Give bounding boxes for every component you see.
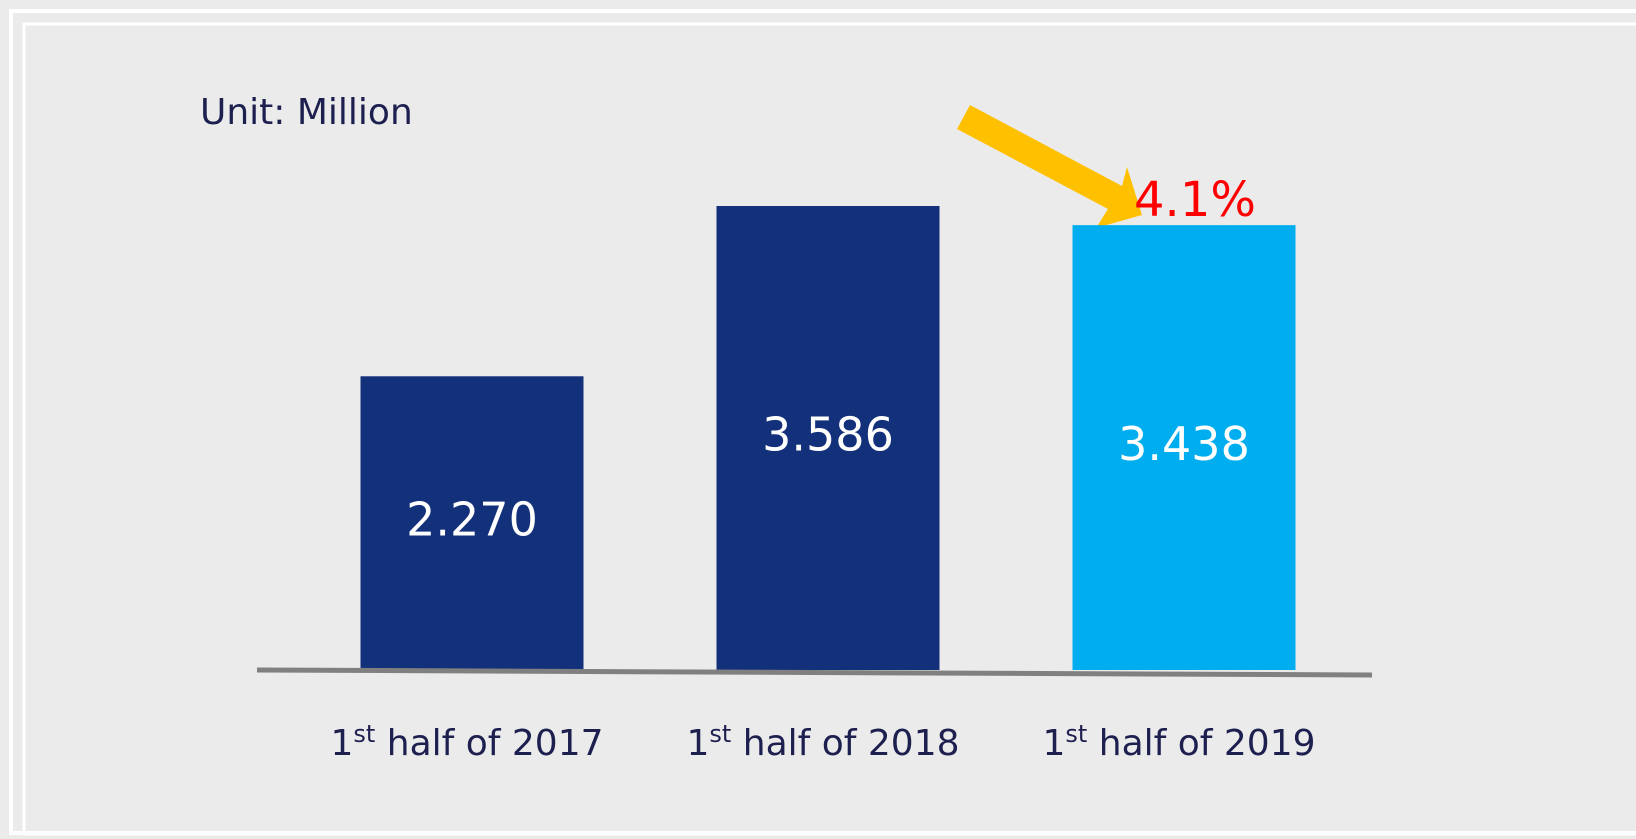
baseline (256, 667, 1373, 678)
label-part: half of 2019 (1087, 723, 1315, 764)
x-tick-label: 1st half of 2017 (330, 720, 603, 764)
label-part: half of 2018 (731, 723, 959, 764)
label-part: 1 (1042, 723, 1065, 764)
ordinal-suffix: st (709, 720, 731, 748)
bar (360, 376, 584, 670)
value-label: 3.586 (762, 408, 894, 462)
unit-note: Unit: Million (200, 92, 413, 133)
inner-frame (22, 22, 1636, 836)
label-part: half of 2017 (375, 723, 603, 764)
x-tick-label: 1st half of 2018 (686, 720, 959, 764)
value-label: 3.438 (1118, 417, 1250, 471)
x-tick-label: 1st half of 2019 (1042, 720, 1315, 764)
ordinal-suffix: st (1065, 720, 1087, 748)
label-part: 1 (686, 723, 709, 764)
change-annotation: 4.1% (1134, 172, 1256, 228)
value-label: 2.270 (406, 493, 538, 547)
bar (1072, 225, 1296, 670)
arrow (957, 105, 1142, 228)
ordinal-suffix: st (353, 720, 375, 748)
bar (716, 206, 940, 670)
label-part: 1 (330, 723, 353, 764)
